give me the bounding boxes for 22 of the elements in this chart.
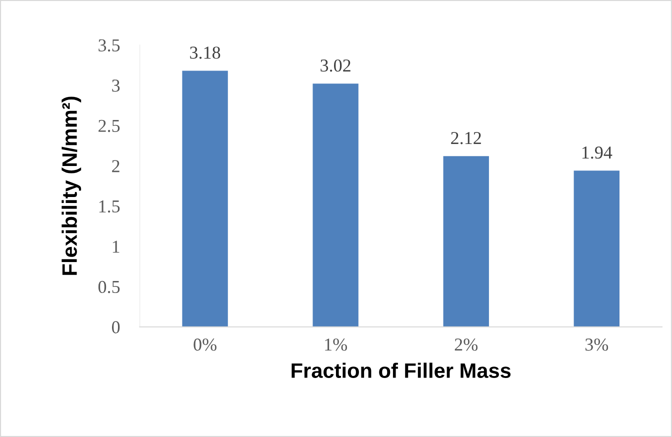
data-label: 1.94 [582,146,612,159]
y-tick-label: 0 [112,321,120,334]
x-tick-label: 0% [194,338,216,351]
x-tick-label: 2% [454,338,478,351]
y-tick-label: 1 [112,240,120,253]
bar [443,156,489,327]
x-tick-label: 1% [325,338,347,351]
data-label: 3.18 [190,46,220,59]
y-tick-label: 1.5 [99,200,120,213]
bar [312,84,358,327]
bar [182,70,228,327]
y-tick-label: 2.5 [98,120,120,132]
y-tick-label: 3.5 [98,39,120,52]
bar [574,170,620,327]
x-axis-title: Fraction of Filler Mass [292,362,511,378]
y-axis-title: Flexibility (N/mm²) [62,96,82,275]
x-tick-label: 3% [585,338,608,351]
y-tick-label: 3 [112,80,120,92]
data-label: 3.02 [320,59,350,72]
y-tick-label: 2 [112,160,120,172]
y-tick-label: 0.5 [98,280,120,294]
data-label: 2.12 [451,132,481,144]
